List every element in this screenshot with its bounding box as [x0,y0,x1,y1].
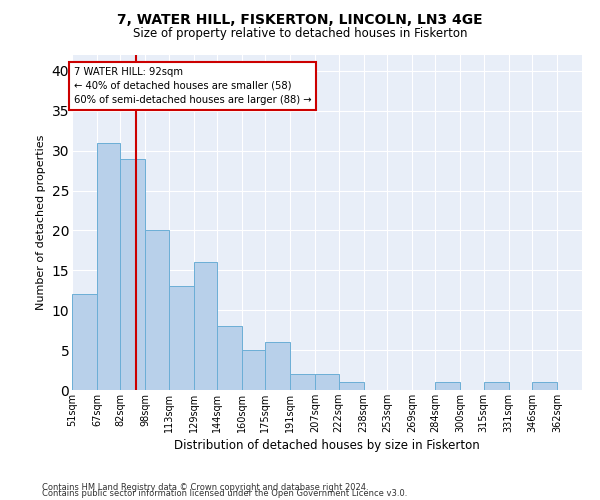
Bar [532,382,557,390]
Bar [121,158,145,390]
Bar [290,374,316,390]
Bar [217,326,242,390]
Bar [194,262,217,390]
Bar [436,382,460,390]
Text: 7 WATER HILL: 92sqm
← 40% of detached houses are smaller (58)
60% of semi-detach: 7 WATER HILL: 92sqm ← 40% of detached ho… [74,67,311,105]
Bar [316,374,338,390]
Bar [145,230,169,390]
Bar [72,294,97,390]
X-axis label: Distribution of detached houses by size in Fiskerton: Distribution of detached houses by size … [174,439,480,452]
Text: Contains public sector information licensed under the Open Government Licence v3: Contains public sector information licen… [42,489,407,498]
Bar [484,382,509,390]
Text: Contains HM Land Registry data © Crown copyright and database right 2024.: Contains HM Land Registry data © Crown c… [42,482,368,492]
Text: 7, WATER HILL, FISKERTON, LINCOLN, LN3 4GE: 7, WATER HILL, FISKERTON, LINCOLN, LN3 4… [117,12,483,26]
Bar [338,382,364,390]
Bar [265,342,290,390]
Text: Size of property relative to detached houses in Fiskerton: Size of property relative to detached ho… [133,28,467,40]
Bar [97,142,121,390]
Y-axis label: Number of detached properties: Number of detached properties [36,135,46,310]
Bar [242,350,265,390]
Bar [169,286,194,390]
